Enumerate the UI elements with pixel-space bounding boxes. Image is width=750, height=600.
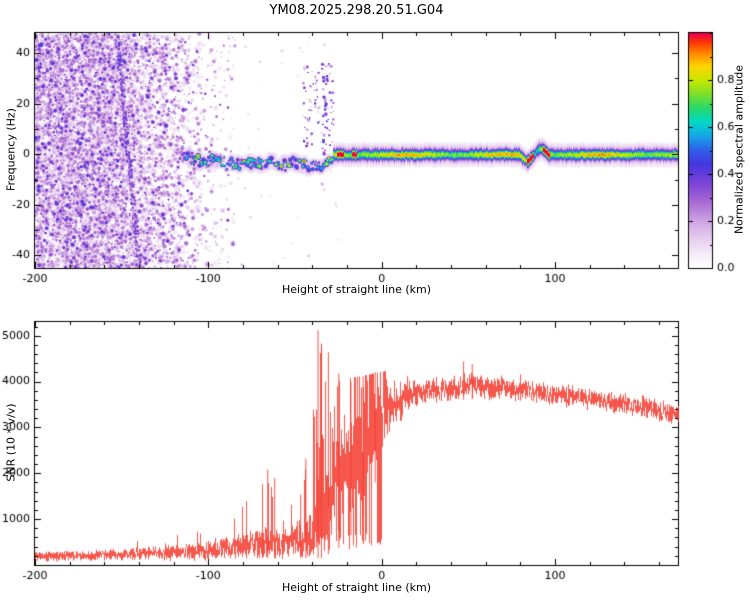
- spectrogram-ylabel: Frequency (Hz): [4, 108, 18, 191]
- figure-title: YM08.2025.298.20.51.G04: [269, 3, 444, 18]
- spectrogram-xlabel: Height of straight line (km): [281, 283, 432, 296]
- snr-ylabel: SNR (10 * v/v): [4, 403, 18, 482]
- colorbar-label: Normalized spectral amplitude: [732, 64, 746, 235]
- snr-xlabel: Height of straight line (km): [281, 581, 432, 594]
